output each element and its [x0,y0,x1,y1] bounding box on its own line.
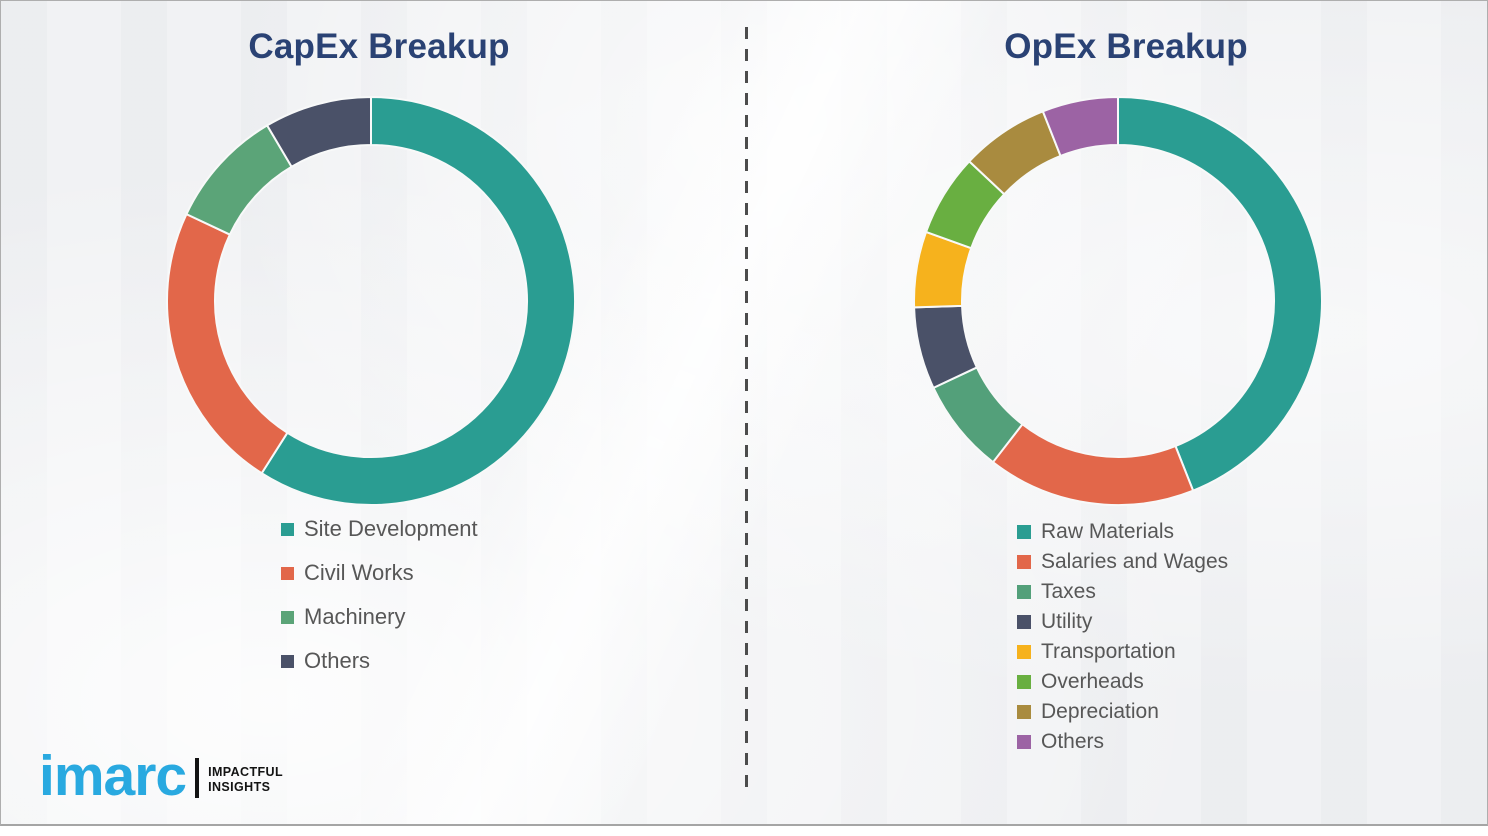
legend-label-others: Others [1041,730,1105,753]
imarc-logo-wordmark: imarc [39,743,187,808]
donut-segment-salaries-and-wages [991,423,1195,506]
legend-label-machinery: Machinery [304,604,406,629]
imarc-tagline-line1: IMPACTFUL [208,765,283,779]
imarc-tagline-line2: INSIGHTS [208,780,271,794]
opex-section: OpEx Breakup Raw Materials Salaries and W… [901,23,1351,803]
divider-dashed-line [745,27,748,793]
legend-swatch-utility [1017,615,1031,629]
donut-segment-site-development [260,96,576,506]
opex-legend: Raw Materials Salaries and Wages Taxes Util… [1017,517,1228,757]
legend-label-salaries-and-wages: Salaries and Wages [1041,550,1229,573]
legend-swatch-others [281,654,294,668]
legend-label-overheads: Overheads [1041,670,1144,693]
legend-label-utility: Utility [1041,610,1093,633]
legend-swatch-overheads [1017,675,1031,689]
legend-swatch-civil-works [281,566,294,580]
legend-item-utility: Utility [1017,607,1228,637]
capex-title: CapEx Breakup [248,27,510,66]
legend-item-machinery: Machinery [281,595,478,639]
legend-swatch-salaries-and-wages [1017,555,1031,569]
donut-segment-others [266,96,372,168]
legend-item-civil-works: Civil Works [281,551,478,595]
legend-item-others: Others [281,639,478,683]
legend-item-others: Others [1017,727,1228,757]
legend-label-site-development: Site Development [304,516,478,541]
legend-item-depreciation: Depreciation [1017,697,1228,727]
imarc-logo-divider-bar [195,758,200,798]
opex-donut-chart [913,96,1323,506]
legend-item-raw-materials: Raw Materials [1017,517,1228,547]
legend-swatch-transportation [1017,645,1031,659]
legend-item-transportation: Transportation [1017,637,1228,667]
opex-title: OpEx Breakup [1004,27,1248,66]
donut-segment-raw-materials [1117,96,1323,492]
legend-label-civil-works: Civil Works [304,560,414,585]
legend-item-taxes: Taxes [1017,577,1228,607]
capex-section: CapEx Breakup Site Development Civil Work… [154,23,604,803]
legend-swatch-taxes [1017,585,1031,599]
imarc-logo: imarc IMPACTFUL INSIGHTS [39,743,283,808]
legend-item-salaries-and-wages: Salaries and Wages [1017,547,1228,577]
legend-label-raw-materials: Raw Materials [1041,520,1175,543]
legend-swatch-others [1017,735,1031,749]
legend-swatch-machinery [281,610,294,624]
capex-legend: Site Development Civil Works Machinery Othe… [281,507,478,683]
legend-label-taxes: Taxes [1041,580,1096,603]
capex-donut-chart [166,96,576,506]
legend-swatch-depreciation [1017,705,1031,719]
legend-label-transportation: Transportation [1041,640,1176,663]
donut-segment-others [1041,96,1119,157]
legend-item-overheads: Overheads [1017,667,1228,697]
legend-swatch-raw-materials [1017,525,1031,539]
legend-swatch-site-development [281,522,294,536]
legend-item-site-development: Site Development [281,507,478,551]
imarc-logo-tagline: IMPACTFUL INSIGHTS [208,765,283,795]
legend-label-others: Others [304,648,371,673]
donut-segment-civil-works [166,213,289,475]
legend-label-depreciation: Depreciation [1041,700,1159,723]
